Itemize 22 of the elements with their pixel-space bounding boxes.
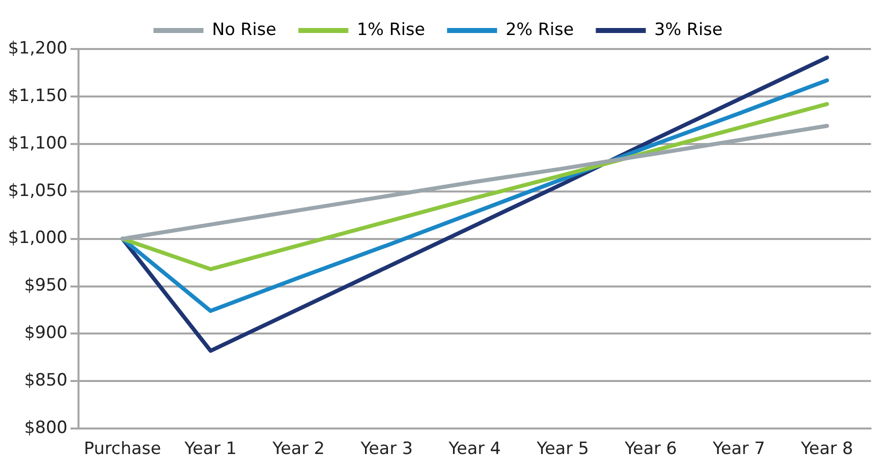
x-tick-label: Year 8	[800, 439, 854, 460]
x-tick-label: Purchase	[84, 439, 162, 460]
y-tick-label: $850	[24, 370, 68, 391]
x-tick-label: Year 3	[360, 439, 413, 460]
x-tick-label: Year 7	[712, 439, 766, 460]
x-tick-label: Year 1	[183, 439, 237, 460]
legend-label: 2% Rise	[506, 20, 574, 40]
y-tick-label: $1,000	[8, 228, 68, 248]
y-tick-label: $800	[24, 418, 68, 438]
x-tick-label: Year 6	[624, 439, 677, 460]
y-tick-label: $1,100	[8, 133, 68, 154]
y-tick-label: $1,200	[8, 38, 68, 58]
y-tick-label: $950	[24, 276, 68, 296]
legend-label: No Rise	[212, 20, 276, 40]
x-tick-label: Year 2	[272, 439, 325, 460]
y-tick-label: $1,050	[8, 180, 68, 201]
y-tick-label: $1,150	[8, 86, 68, 106]
x-tick-label: Year 4	[448, 439, 501, 460]
x-tick-label: Year 5	[536, 439, 589, 460]
y-tick-label: $900	[24, 323, 68, 344]
legend-label: 1% Rise	[356, 20, 426, 40]
legend-label: 3% Rise	[654, 20, 723, 40]
